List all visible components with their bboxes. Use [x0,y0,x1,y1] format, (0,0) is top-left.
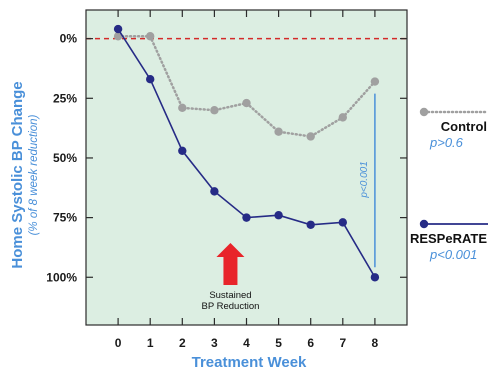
red-up-arrow [216,243,245,285]
y-tick-label: 75% [53,211,77,225]
p-value-bar: p<0.001 [359,93,376,268]
data-point [146,32,155,41]
data-point [370,77,380,86]
series-control [113,32,380,141]
x-tick-label: 5 [275,336,282,350]
y-tick-label: 0% [60,32,78,46]
sustained-label-line: Sustained [209,290,251,301]
sustained-label-line: BP Reduction [201,301,259,312]
data-point [242,98,251,108]
y-axis-title: Home Systolic BP Change [9,81,26,268]
legend-name: Control [441,119,487,134]
data-point [274,211,283,220]
data-point [370,273,380,282]
data-point [338,218,347,227]
data-point [178,103,187,113]
y-axis-subtitle: (% of 8 week reduction) [28,114,40,235]
data-point [210,106,219,115]
x-tick-label: 0 [115,336,122,350]
x-tick-label: 3 [211,336,218,350]
data-point [178,146,187,155]
data-point [210,187,219,196]
data-point [338,113,347,122]
legend-marker [419,219,429,229]
data-point [306,132,315,141]
y-tick-label: 25% [53,91,77,105]
y-tick-label: 50% [53,151,77,165]
legend-p-value: p<0.001 [429,247,477,262]
x-tick-label: 7 [339,336,346,350]
series-resperate [113,24,380,282]
legend-p-value: p>0.6 [429,135,464,150]
data-point [274,127,283,136]
data-point [113,32,123,41]
series-layer [113,24,380,282]
data-point [146,75,155,84]
x-tick-label: 2 [179,336,186,350]
y-axis-ticks: 0% 25% 50% 75% 100% [46,32,407,284]
x-tick-label: 8 [372,336,379,350]
x-tick-label: 4 [243,336,250,350]
p-value-bar-label: p<0.001 [359,161,370,198]
x-axis-ticks: 0 1 2 3 4 5 6 7 8 [115,10,379,350]
data-point [242,213,251,222]
x-tick-label: 6 [307,336,314,350]
x-tick-label: 1 [147,336,154,350]
y-tick-label: 100% [46,270,77,284]
data-point [113,24,123,34]
x-axis-title: Treatment Week [192,354,307,371]
legend-marker [419,107,429,117]
data-point [306,220,315,229]
legend-name: RESPeRATE [410,231,487,246]
